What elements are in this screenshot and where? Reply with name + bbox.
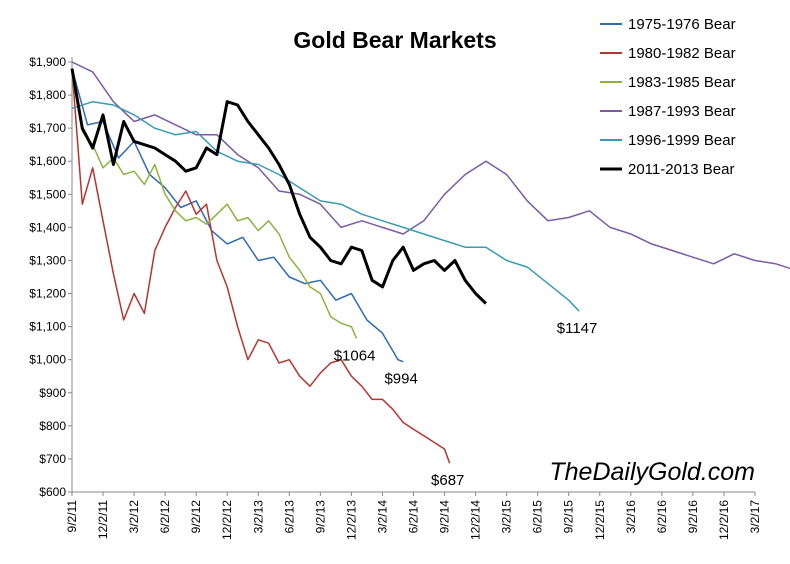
x-tick-label: 3/2/14 <box>375 500 389 534</box>
legend-entry-label: 1980-1982 Bear <box>628 45 736 62</box>
x-tick-label: 9/2/14 <box>438 500 452 534</box>
x-tick-label: 6/2/12 <box>158 500 172 534</box>
y-tick-label: $1,400 <box>29 220 66 234</box>
y-tick-label: $800 <box>39 419 66 433</box>
end-value-label: $687 <box>431 472 464 489</box>
series-line-1975-1976-bear <box>71 68 404 363</box>
x-tick-label: 6/2/15 <box>531 500 545 534</box>
x-tick-label: 12/2/16 <box>717 500 731 540</box>
x-tick-label: 6/2/16 <box>655 500 669 534</box>
y-tick-label: $1,100 <box>29 320 66 334</box>
watermark-text: TheDailyGold.com <box>549 458 755 486</box>
y-tick-label: $1,200 <box>29 287 66 301</box>
series-line-1983-1985-bear <box>71 75 358 339</box>
x-tick-label: 9/2/15 <box>562 500 576 534</box>
x-tick-label: 12/2/14 <box>469 500 483 540</box>
series-line-1996-1999-bear <box>71 100 580 312</box>
y-tick-label: $600 <box>39 485 66 499</box>
end-value-label: $1064 <box>334 348 376 365</box>
legend-entry-label: 2011-2013 Bear <box>628 161 734 178</box>
legend-entry-label: 1987-1993 Bear <box>628 103 736 120</box>
series-line-1980-1982-bear <box>71 68 451 464</box>
end-value-label: $994 <box>384 371 417 388</box>
axes-layer: $600 $700 $800 $900 $1,000 $1,100 $1,200 $1,300… <box>29 55 762 540</box>
end-value-label: $1147 <box>557 320 598 337</box>
y-tick-label: $900 <box>39 386 66 400</box>
y-tick-label: $700 <box>39 452 66 466</box>
x-tick-label: 12/2/11 <box>96 500 110 539</box>
y-tick-label: $1,600 <box>29 154 66 168</box>
y-tick-label: $1,500 <box>29 187 66 201</box>
y-tick-label: $1,800 <box>29 88 66 102</box>
x-tick-label: 9/2/16 <box>686 500 700 534</box>
x-tick-label: 12/2/13 <box>344 500 358 540</box>
series-line-2011-2013-bear <box>70 68 487 305</box>
x-tick-label: 3/2/12 <box>127 500 141 534</box>
x-tick-label: 9/2/12 <box>189 500 203 534</box>
x-tick-label: 12/2/12 <box>220 500 234 540</box>
x-tick-label: 12/2/15 <box>593 500 607 540</box>
chart-title: Gold Bear Markets <box>293 27 496 53</box>
x-tick-label: 3/2/16 <box>624 500 638 534</box>
x-tick-label: 3/2/15 <box>500 500 514 534</box>
legend-entry-label: 1975-1976 Bear <box>628 16 736 33</box>
x-tick-label: 6/2/14 <box>407 500 421 534</box>
x-tick-label: 6/2/13 <box>282 500 296 534</box>
y-tick-label: $1,000 <box>29 353 66 367</box>
x-tick-label: 3/2/17 <box>748 500 762 534</box>
x-tick-label: 9/2/11 <box>65 500 79 533</box>
legend-entry-label: 1983-1985 Bear <box>628 74 736 91</box>
x-tick-label: 9/2/13 <box>313 500 327 534</box>
end-labels-layer: $994$687$1064$1251$1147 <box>334 320 598 489</box>
x-tick-label: 3/2/13 <box>251 500 265 534</box>
legend: 1975-1976 Bear 1980-1982 Bear 1983-1985 Be… <box>600 16 736 178</box>
series-layer <box>70 61 790 464</box>
y-tick-label: $1,900 <box>29 55 66 69</box>
y-tick-label: $1,300 <box>29 253 66 267</box>
y-tick-label: $1,700 <box>29 121 66 135</box>
legend-entry-label: 1996-1999 Bear <box>628 132 736 149</box>
